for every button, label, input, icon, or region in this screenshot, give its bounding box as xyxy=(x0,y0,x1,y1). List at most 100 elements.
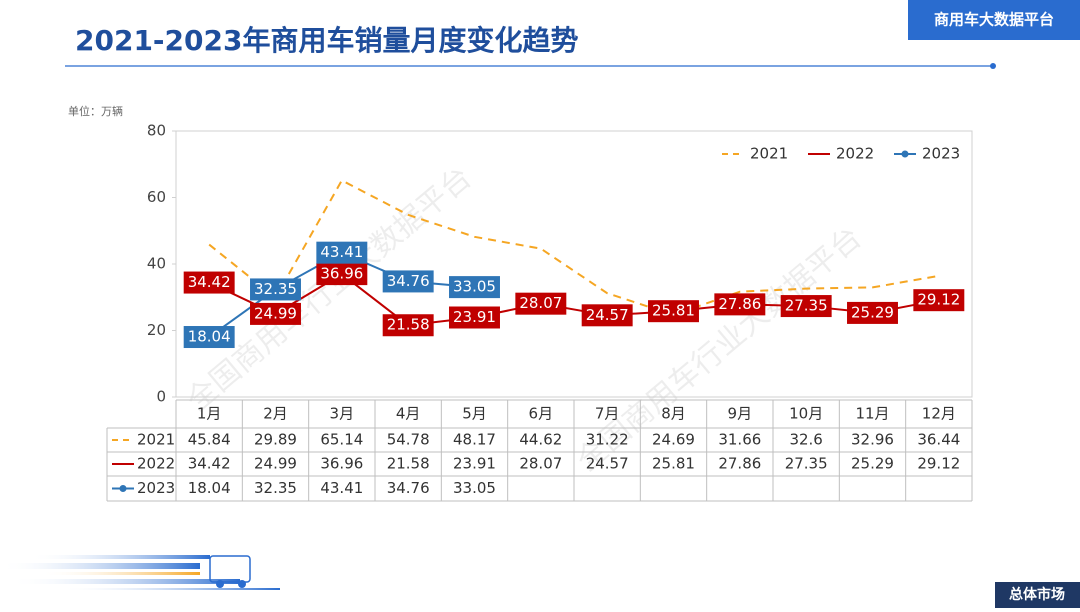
table-cell: 36.44 xyxy=(917,431,960,449)
data-label: 28.07 xyxy=(515,292,567,315)
table-cell: 65.14 xyxy=(320,431,363,449)
x-tick-label: 10月 xyxy=(789,405,823,423)
x-tick-label: 7月 xyxy=(595,405,620,423)
data-label-text: 34.42 xyxy=(188,273,231,291)
footer-section: 总体市场 xyxy=(1009,586,1065,603)
data-label: 43.41 xyxy=(316,241,368,264)
data-label-box xyxy=(183,326,235,349)
data-label: 36.96 xyxy=(316,263,368,286)
data-label: 24.99 xyxy=(250,302,301,325)
y-tick-label: 20 xyxy=(147,321,166,339)
data-label-text: 27.86 xyxy=(718,295,761,313)
data-label-text: 24.99 xyxy=(254,304,297,322)
data-label-box xyxy=(449,276,500,299)
data-label-box xyxy=(316,241,368,264)
data-label: 33.05 xyxy=(449,276,500,299)
table-cell: 44.62 xyxy=(519,431,562,449)
x-tick-label: 5月 xyxy=(462,405,487,423)
x-tick-label: 12月 xyxy=(922,405,956,423)
table-cell: 21.58 xyxy=(387,455,430,473)
table-legend-marker xyxy=(119,485,127,492)
data-label-text: 18.04 xyxy=(188,328,231,346)
table-cell: 24.69 xyxy=(652,431,695,449)
x-tick-label: 6月 xyxy=(529,405,554,423)
table-cell: 29.89 xyxy=(254,431,297,449)
table-cell: 32.6 xyxy=(789,431,822,449)
data-label-text: 25.29 xyxy=(851,303,894,321)
data-label-text: 25.81 xyxy=(652,302,695,320)
data-label-text: 27.35 xyxy=(785,297,828,315)
data-label-box xyxy=(250,302,301,325)
y-tick-label: 60 xyxy=(147,188,166,206)
data-label: 34.42 xyxy=(183,271,235,294)
table-series-name: 2023 xyxy=(137,479,175,497)
data-label: 24.57 xyxy=(581,304,633,327)
legend-marker xyxy=(901,150,909,158)
data-label-text: 28.07 xyxy=(519,294,562,312)
legend-label: 2023 xyxy=(922,145,960,163)
data-label-box xyxy=(847,301,898,324)
data-label-box xyxy=(515,292,567,315)
table-cell: 18.04 xyxy=(188,479,231,497)
data-label-text: 32.35 xyxy=(254,280,297,298)
data-label-text: 23.91 xyxy=(453,308,496,326)
x-tick-label: 11月 xyxy=(855,405,889,423)
x-tick-label: 9月 xyxy=(728,405,753,423)
data-label-box xyxy=(183,271,235,294)
y-tick-label: 0 xyxy=(156,388,166,406)
table-cell: 43.41 xyxy=(320,479,363,497)
table-cell: 33.05 xyxy=(453,479,496,497)
table-cell: 29.12 xyxy=(917,455,960,473)
data-label: 27.86 xyxy=(714,293,766,316)
table-cell: 27.35 xyxy=(785,455,828,473)
data-label-box xyxy=(382,270,434,293)
page-title: 2021-2023年商用车销量月度变化趋势 xyxy=(75,24,578,57)
x-tick-label: 3月 xyxy=(330,405,355,423)
x-tick-label: 8月 xyxy=(661,405,686,423)
table-cell: 34.76 xyxy=(387,479,430,497)
data-label: 25.29 xyxy=(847,301,898,324)
decoration xyxy=(0,555,280,590)
table-cell: 24.99 xyxy=(254,455,297,473)
table-cell: 31.22 xyxy=(586,431,629,449)
data-label: 21.58 xyxy=(382,314,434,337)
data-label-text: 43.41 xyxy=(320,243,363,261)
y-tick-label: 40 xyxy=(147,255,166,273)
data-label: 32.35 xyxy=(250,278,301,301)
data-label: 25.81 xyxy=(648,300,699,323)
data-label-box xyxy=(714,293,766,316)
table-cell: 54.78 xyxy=(387,431,430,449)
data-label-box xyxy=(316,263,368,286)
data-label: 18.04 xyxy=(183,326,235,349)
brand: 商用车大数据平台 xyxy=(934,11,1054,29)
y-tick-label: 80 xyxy=(147,122,166,140)
data-label-box xyxy=(780,295,832,318)
table-cell: 23.91 xyxy=(453,455,496,473)
series-line xyxy=(208,179,940,316)
data-label-text: 33.05 xyxy=(453,278,496,296)
legend-label: 2021 xyxy=(750,145,788,163)
table-cell: 24.57 xyxy=(586,455,629,473)
table-cell: 34.42 xyxy=(188,455,231,473)
data-label-box xyxy=(581,304,633,327)
data-label-text: 21.58 xyxy=(387,316,430,334)
x-tick-label: 4月 xyxy=(396,405,421,423)
brand-box xyxy=(908,0,1080,40)
data-label-box xyxy=(913,289,965,312)
table-cell: 27.86 xyxy=(718,455,761,473)
data-label-text: 36.96 xyxy=(320,265,363,283)
plot-frame xyxy=(175,130,973,398)
footer-box xyxy=(995,582,1080,608)
table-cell: 36.96 xyxy=(320,455,363,473)
data-label-text: 29.12 xyxy=(917,291,960,309)
legend-label: 2022 xyxy=(836,145,874,163)
data-label-box xyxy=(250,278,301,301)
table-cell: 25.81 xyxy=(652,455,695,473)
table-cell: 48.17 xyxy=(453,431,496,449)
table-cell: 45.84 xyxy=(188,431,231,449)
data-label: 29.12 xyxy=(913,289,965,312)
data-label-text: 24.57 xyxy=(586,306,629,324)
data-label: 34.76 xyxy=(382,270,434,293)
data-label-text: 34.76 xyxy=(387,272,430,290)
